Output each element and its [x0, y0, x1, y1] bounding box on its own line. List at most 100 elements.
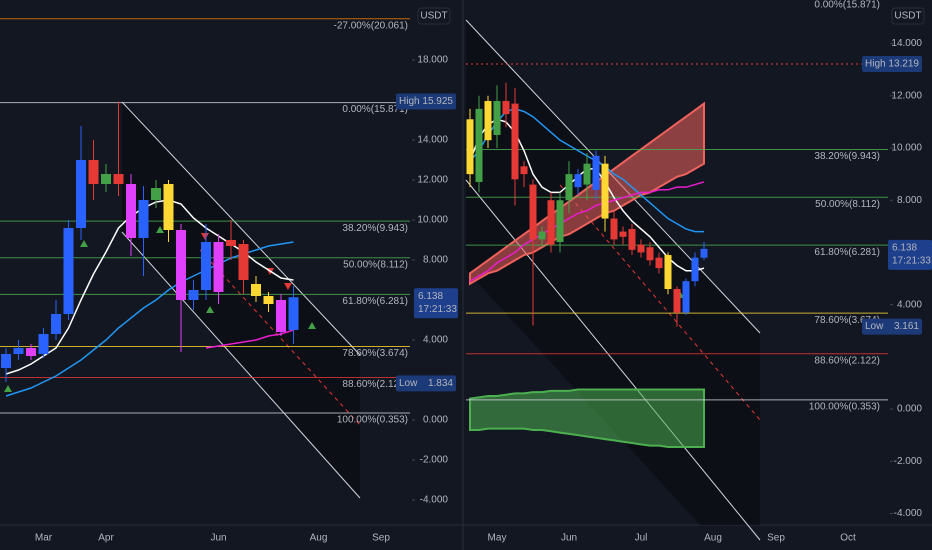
fib-label: 0.00%(15.871)	[814, 0, 880, 11]
candle-body	[691, 257, 699, 282]
candle-body	[51, 314, 61, 334]
y-tick-label: 0.000	[897, 404, 922, 415]
signal-marker	[80, 240, 88, 247]
y-tick-label: 4.000	[423, 335, 448, 346]
y-tick-label: -4.000	[420, 495, 449, 506]
candle-body	[475, 108, 483, 182]
fib-label: 38.20%(9.943)	[814, 151, 880, 162]
price-tag	[888, 239, 932, 270]
tag-label: Low	[865, 321, 884, 332]
candle-body	[138, 200, 149, 238]
band	[469, 388, 705, 448]
y-tick-label: 12.000	[417, 175, 448, 186]
fib-label: 61.80%(6.281)	[814, 247, 880, 258]
y-tick-label: 10.000	[417, 215, 448, 226]
tag-label: High	[865, 59, 886, 70]
fib-label: 78.60%(3.674)	[342, 348, 408, 359]
x-tick-label: Sep	[767, 533, 785, 544]
x-tick-label: Aug	[704, 533, 722, 544]
candle-body	[76, 160, 86, 228]
tag-label: Low	[399, 378, 418, 389]
y-tick-label: 8.000	[423, 255, 448, 266]
y-tick-label: 10.000	[891, 143, 922, 154]
candle-body	[88, 160, 99, 184]
candle-body	[251, 284, 261, 296]
candle-body	[556, 200, 564, 243]
candle-body	[502, 101, 510, 115]
channel-fill	[122, 102, 360, 498]
candle-body	[63, 228, 74, 314]
candle-body	[637, 244, 645, 253]
tag-label: High	[399, 96, 420, 107]
candle-body	[226, 240, 236, 246]
candle-body	[188, 290, 199, 300]
price-tag	[414, 288, 458, 319]
x-tick-label: May	[488, 533, 507, 544]
x-tick-label: Sep	[372, 533, 390, 544]
y-tick-label: 14.000	[891, 38, 922, 49]
candle-body	[592, 155, 600, 190]
candle-body	[520, 166, 528, 175]
y-tick-label: 8.000	[897, 195, 922, 206]
candle-body	[288, 297, 299, 330]
candle-body	[466, 119, 474, 175]
tag-box	[862, 318, 922, 335]
tag-box	[396, 93, 456, 110]
candle-body	[263, 296, 274, 304]
candle-body	[38, 334, 49, 354]
candle-body	[276, 300, 286, 332]
candle-body	[113, 174, 124, 184]
unit-label: USDT	[894, 11, 921, 22]
fib-label: 78.60%(3.674)	[814, 315, 880, 326]
fib-label: 50.00%(8.112)	[815, 199, 880, 210]
candle-body	[13, 348, 24, 354]
price-countdown: 17:21:33	[418, 304, 457, 315]
channel-line	[121, 101, 361, 356]
unit-box	[417, 7, 451, 25]
signal-marker	[4, 385, 12, 392]
plot	[0, 18, 410, 414]
channel-line	[121, 231, 361, 499]
candle-body	[574, 174, 582, 188]
candle-body	[682, 281, 690, 313]
candle-body	[601, 163, 609, 219]
signal-marker	[308, 322, 316, 329]
fib-label: 61.80%(6.281)	[342, 296, 408, 307]
price-countdown: 17:21:33	[892, 255, 931, 266]
signal-marker	[206, 306, 214, 313]
candle-body	[655, 257, 663, 269]
y-tick-label: -2.000	[894, 456, 923, 467]
candle-body	[538, 231, 546, 240]
candle-body	[26, 348, 36, 356]
unit-box	[891, 7, 925, 25]
x-tick-label: Apr	[98, 533, 114, 544]
candle-body	[610, 218, 618, 240]
fib-label: -27.00%(20.061)	[334, 20, 409, 31]
fib-label: 50.00%(8.112)	[343, 259, 408, 270]
candle-body	[619, 231, 627, 237]
fib-label: 100.00%(0.353)	[337, 415, 408, 426]
candle-body	[1, 354, 11, 368]
fib-label: 100.00%(0.353)	[809, 402, 880, 413]
fib-label: 88.60%(2.122)	[814, 355, 880, 366]
x-tick-label: Aug	[310, 533, 328, 544]
x-tick-label: Jun	[561, 533, 577, 544]
candle-body	[664, 255, 672, 289]
fib-label: 88.60%(2.122)	[342, 379, 408, 390]
ma-line	[205, 329, 294, 349]
tag-box	[396, 375, 456, 392]
y-tick-label: 0.000	[423, 415, 448, 426]
candle-body	[213, 242, 224, 292]
candle-body	[151, 188, 161, 200]
candle-body	[565, 174, 573, 201]
y-tick-label: 14.000	[417, 135, 448, 146]
y-tick-label: 12.000	[891, 90, 922, 101]
signal-marker	[201, 233, 209, 240]
plot	[466, 63, 888, 448]
x-tick-label: Jun	[210, 533, 226, 544]
price-value: 6.138	[892, 242, 917, 253]
y-tick-label: -2.000	[420, 455, 449, 466]
candle-body	[673, 288, 681, 313]
candle-body	[484, 101, 492, 141]
candle-body	[529, 184, 537, 240]
